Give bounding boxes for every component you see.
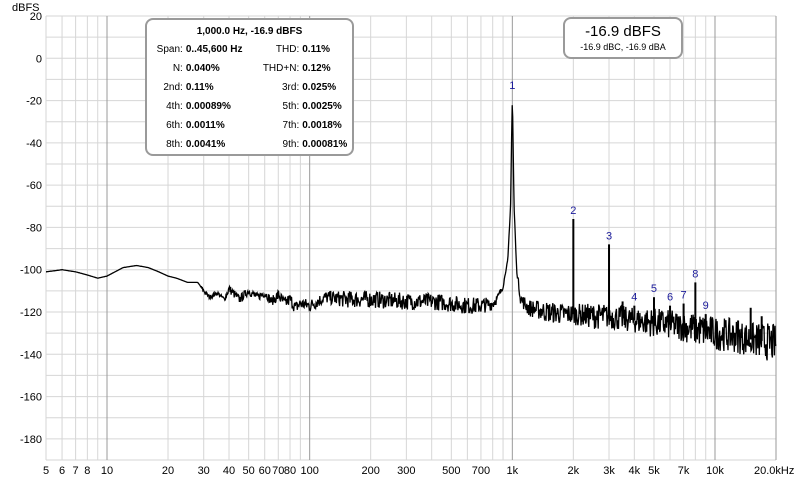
stats-value: 0.11% bbox=[302, 44, 331, 55]
stats-value: 0.00089% bbox=[185, 101, 231, 112]
x-tick-labels: 5 6 7 8 10 20 30 40 50 60 70 80 100 200 300 500 700 1k 2k 3… bbox=[43, 465, 794, 477]
x-tick-label: 6 bbox=[59, 465, 65, 477]
y-tick-label: 0 bbox=[36, 53, 42, 65]
x-tick-label: 7k bbox=[678, 465, 690, 477]
level-main-value: -16.9 dBFS bbox=[585, 23, 661, 40]
x-tick-label: 10k bbox=[706, 465, 724, 477]
harmonic-label: 8 bbox=[692, 268, 698, 280]
y-tick-label: -160 bbox=[20, 392, 42, 404]
harmonic-label: 4 bbox=[631, 292, 637, 304]
y-tick-label: -140 bbox=[20, 349, 42, 361]
y-tick-labels: 20 0 -20 -40 -60 -80 -100 -120 -140 -160 -180 bbox=[20, 11, 42, 446]
x-tick-label: 20 bbox=[162, 465, 174, 477]
y-tick-label: -40 bbox=[26, 138, 42, 150]
y-tick-label: -20 bbox=[26, 96, 42, 108]
harmonic-label: 9 bbox=[703, 300, 709, 312]
y-tick-label: 20 bbox=[30, 11, 42, 23]
harmonic-label: 2 bbox=[570, 205, 576, 217]
stats-row: Span: 0..45,600 Hz THD: 0.11% bbox=[147, 40, 352, 59]
x-tick-label: 1k bbox=[507, 465, 519, 477]
x-tick-label: 5 bbox=[43, 465, 49, 477]
y-axis-unit-label: dBFS bbox=[12, 2, 40, 14]
stats-label: N: bbox=[172, 63, 183, 74]
x-tick-label: 80 bbox=[284, 465, 296, 477]
x-tick-label: 4k bbox=[629, 465, 641, 477]
stats-label: 5th: bbox=[282, 101, 300, 112]
y-tick-label: -100 bbox=[20, 265, 42, 277]
x-tick-label: 20.0kHz bbox=[754, 465, 794, 477]
stats-value: 0.025% bbox=[302, 82, 337, 93]
stats-row: 6th: 0.0011% 7th: 0.0018% bbox=[147, 116, 352, 135]
stats-value: 0.0025% bbox=[302, 101, 342, 112]
stats-row: 4th: 0.00089% 5th: 0.0025% bbox=[147, 97, 352, 116]
x-tick-label: 60 bbox=[259, 465, 271, 477]
x-tick-label: 700 bbox=[472, 465, 490, 477]
stats-label: THD+N: bbox=[262, 63, 300, 74]
x-tick-label: 10 bbox=[101, 465, 113, 477]
stats-value: 0.0018% bbox=[302, 120, 342, 131]
stats-label: Span: bbox=[156, 44, 183, 55]
y-tick-label: -80 bbox=[26, 222, 42, 234]
x-tick-label: 100 bbox=[300, 465, 318, 477]
y-tick-label: -120 bbox=[20, 307, 42, 319]
stats-row: 2nd: 0.11% 3rd: 0.025% bbox=[147, 78, 352, 97]
x-tick-label: 8 bbox=[84, 465, 90, 477]
harmonic-label: 7 bbox=[681, 290, 687, 302]
stats-value: 0.00081% bbox=[302, 139, 348, 150]
x-tick-label: 7 bbox=[73, 465, 79, 477]
level-weighted-values: -16.9 dBC, -16.9 dBA bbox=[580, 42, 666, 52]
stats-row: N: 0.040% THD+N: 0.12% bbox=[147, 59, 352, 78]
x-tick-label: 2k bbox=[568, 465, 580, 477]
spectrum-trace bbox=[46, 105, 777, 361]
harmonic-label: 6 bbox=[667, 292, 673, 304]
x-tick-label: 30 bbox=[198, 465, 210, 477]
x-tick-label: 50 bbox=[243, 465, 255, 477]
stats-row: 8th: 0.0041% 9th: 0.00081% bbox=[147, 135, 352, 154]
stats-value: 0.0041% bbox=[185, 139, 226, 150]
stats-value: 0.11% bbox=[185, 82, 214, 93]
stats-header: 1,000.0 Hz, -16.9 dBFS bbox=[196, 26, 303, 37]
stats-label: 4th: bbox=[166, 101, 183, 112]
stats-value: 0.040% bbox=[185, 63, 220, 74]
y-tick-label: -60 bbox=[26, 180, 42, 192]
harmonic-label: 1 bbox=[509, 80, 515, 92]
stats-label: 9th: bbox=[282, 139, 300, 150]
x-tick-label: 500 bbox=[442, 465, 460, 477]
stats-label: 7th: bbox=[282, 120, 300, 131]
stats-label: 6th: bbox=[166, 120, 183, 131]
harmonic-label: 5 bbox=[651, 283, 657, 295]
stats-panel: 1,000.0 Hz, -16.9 dBFS Span: 0..45,600 H… bbox=[145, 18, 354, 156]
level-readout: -16.9 dBFS -16.9 dBC, -16.9 dBA bbox=[563, 17, 683, 59]
x-tick-label: 40 bbox=[223, 465, 235, 477]
x-tick-label: 5k bbox=[648, 465, 660, 477]
stats-label: 8th: bbox=[166, 139, 183, 150]
x-tick-label: 70 bbox=[272, 465, 284, 477]
spectrum-line bbox=[46, 105, 777, 361]
stats-value: 0.12% bbox=[302, 63, 331, 74]
stats-value: 0..45,600 Hz bbox=[185, 44, 243, 55]
stats-label: 3rd: bbox=[282, 82, 300, 93]
x-tick-label: 3k bbox=[603, 465, 615, 477]
harmonic-label: 3 bbox=[606, 230, 612, 242]
x-tick-label: 200 bbox=[361, 465, 379, 477]
harmonic-labels: 1 2 3 4 56 78 9 bbox=[509, 80, 709, 312]
y-tick-label: -180 bbox=[20, 434, 42, 446]
x-tick-label: 300 bbox=[397, 465, 415, 477]
stats-value: 0.0011% bbox=[185, 120, 225, 131]
stats-label: THD: bbox=[275, 44, 300, 55]
stats-label: 2nd: bbox=[163, 82, 183, 93]
grid-lines bbox=[45, 15, 777, 461]
